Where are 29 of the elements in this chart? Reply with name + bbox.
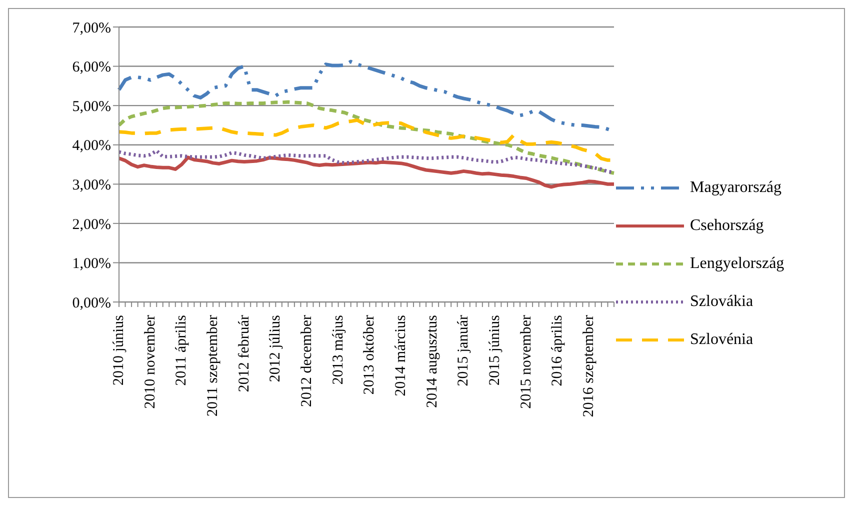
y-tick-label: 0,00% <box>72 295 111 312</box>
x-tick-label: 2010 június <box>111 314 127 386</box>
legend-label: Szlovákia <box>690 293 754 311</box>
x-tick-label: 2015 november <box>518 315 534 409</box>
x-tick-label: 2012 december <box>298 315 315 408</box>
x-tick-label: 2010 november <box>142 315 158 409</box>
x-tick-label: 2014 augusztus <box>424 314 440 408</box>
x-tick-label: 2016 április <box>550 314 566 386</box>
x-tick-label: 2012 február <box>236 315 252 392</box>
x-tick-label: 2014 március <box>392 314 409 396</box>
x-tick-label: 2013 május <box>330 314 346 385</box>
y-tick-label: 7,00% <box>72 20 111 36</box>
x-tick-label: 2015 január <box>456 315 472 386</box>
x-tick-label: 2011 szeptember <box>204 315 221 416</box>
y-tick-label: 6,00% <box>72 60 111 76</box>
y-tick-label: 2,00% <box>72 216 111 233</box>
y-tick-label: 5,00% <box>72 98 111 115</box>
legend-label: Magyarország <box>690 179 782 197</box>
x-tick-label: 2015 június <box>486 314 503 386</box>
x-tick-label: 2012 július <box>268 314 284 382</box>
x-tick-label: 2013 október <box>362 315 378 395</box>
legend-label: Csehország <box>690 217 764 235</box>
y-tick-label: 1,00% <box>72 256 111 272</box>
x-tick-label: 2016 szeptember <box>580 315 597 418</box>
y-tick-label: 3,00% <box>72 177 111 194</box>
legend-label: Szlovénia <box>690 331 754 349</box>
y-tick-label: 4,00% <box>72 138 111 154</box>
legend-label: Lengyelország <box>690 255 784 273</box>
x-tick-label: 2011 április <box>174 314 190 386</box>
